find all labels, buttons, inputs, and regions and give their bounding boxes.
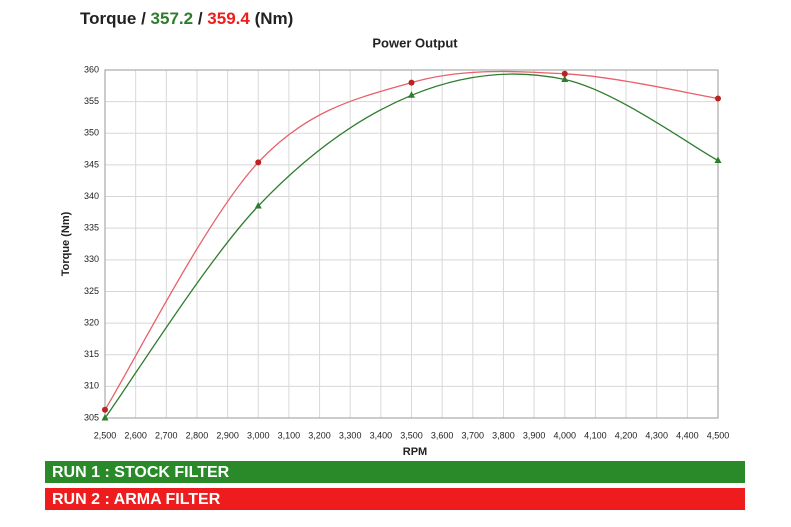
header-prefix: Torque / bbox=[80, 9, 146, 28]
x-tick-label: 3,100 bbox=[278, 430, 301, 440]
point bbox=[408, 79, 415, 86]
x-tick-label: 2,800 bbox=[186, 430, 209, 440]
x-tick-label: 3,700 bbox=[462, 430, 485, 440]
point bbox=[561, 70, 568, 77]
y-tick-label: 330 bbox=[84, 254, 99, 264]
header-sep: / bbox=[198, 9, 203, 28]
x-tick-label: 4,400 bbox=[676, 430, 699, 440]
x-tick-label: 4,300 bbox=[645, 430, 668, 440]
y-tick-label: 310 bbox=[84, 381, 99, 391]
x-axis-label: RPM bbox=[403, 446, 427, 458]
legend-label: RUN 2 : ARMA FILTER bbox=[52, 491, 221, 508]
series-line bbox=[104, 73, 719, 419]
x-tick-label: 4,200 bbox=[615, 430, 638, 440]
y-tick-label: 350 bbox=[84, 128, 99, 138]
x-tick-label: 4,500 bbox=[707, 430, 730, 440]
y-tick-label: 345 bbox=[84, 159, 99, 169]
series-line bbox=[104, 70, 719, 411]
y-tick-label: 325 bbox=[84, 286, 99, 296]
y-tick-label: 320 bbox=[84, 317, 99, 327]
x-tick-label: 3,300 bbox=[339, 430, 362, 440]
legend-label: RUN 1 : STOCK FILTER bbox=[52, 464, 230, 481]
y-tick-label: 355 bbox=[84, 96, 99, 106]
x-tick-label: 2,600 bbox=[124, 430, 147, 440]
x-tick-label: 3,000 bbox=[247, 430, 270, 440]
point bbox=[561, 75, 569, 82]
point bbox=[101, 414, 109, 421]
y-tick-label: 315 bbox=[84, 349, 99, 359]
header: Torque / 357.2 / 359.4 (Nm) bbox=[80, 9, 293, 28]
x-tick-label: 3,900 bbox=[523, 430, 546, 440]
x-tick-label: 3,500 bbox=[400, 430, 423, 440]
header-value: 357.2 bbox=[151, 9, 194, 28]
y-tick-label: 305 bbox=[84, 412, 99, 422]
header-unit: (Nm) bbox=[255, 9, 294, 28]
x-tick-label: 4,100 bbox=[584, 430, 607, 440]
point bbox=[714, 156, 722, 163]
y-axis-label: Torque (Nm) bbox=[60, 211, 72, 276]
x-tick-label: 3,800 bbox=[492, 430, 515, 440]
legend-bar bbox=[45, 461, 745, 483]
legend-bar bbox=[45, 488, 745, 510]
y-tick-label: 360 bbox=[84, 64, 99, 74]
chart-title: Power Output bbox=[372, 35, 458, 50]
x-tick-label: 3,200 bbox=[308, 430, 331, 440]
x-tick-label: 2,700 bbox=[155, 430, 178, 440]
y-tick-label: 340 bbox=[84, 191, 99, 201]
y-tick-label: 335 bbox=[84, 223, 99, 233]
point bbox=[254, 202, 262, 209]
point bbox=[102, 406, 108, 413]
x-tick-label: 2,500 bbox=[94, 430, 117, 440]
point bbox=[255, 159, 262, 166]
x-tick-label: 3,600 bbox=[431, 430, 454, 440]
x-tick-label: 2,900 bbox=[216, 430, 239, 440]
plot-frame bbox=[104, 69, 719, 419]
x-tick-label: 3,400 bbox=[370, 430, 393, 440]
header-value: 359.4 bbox=[207, 9, 250, 28]
x-tick-label: 4,000 bbox=[553, 430, 576, 440]
point bbox=[408, 91, 415, 98]
point bbox=[715, 95, 721, 102]
